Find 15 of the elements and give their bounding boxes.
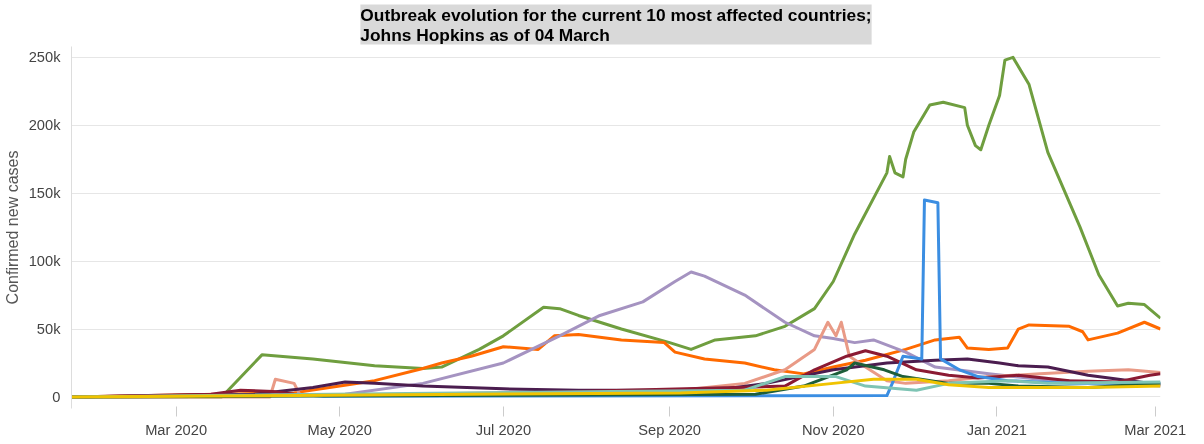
x-tick-label: Jan 2021 — [966, 421, 1028, 438]
x-tick-label: Mar 2021 — [1124, 421, 1187, 438]
x-tick-label: May 2020 — [307, 421, 372, 438]
y-axis-title: Confirmed new cases — [3, 150, 21, 305]
y-tick-label: 250k — [28, 49, 62, 66]
x-tick-label: Jul 2020 — [475, 421, 532, 438]
y-tick-label: 50k — [36, 321, 62, 338]
y-tick-label: 0 — [52, 388, 61, 405]
y-tick-label: 100k — [28, 253, 62, 270]
chart-title: Outbreak evolution for the current 10 most affected countries; Johns Hopkins as of 04 March — [360, 4, 872, 45]
x-tick-label: Mar 2020 — [145, 421, 208, 438]
x-tick-label: Sep 2020 — [638, 421, 702, 438]
y-tick-label: 150k — [28, 185, 62, 202]
y-tick-label: 200k — [28, 117, 62, 134]
x-tick-label: Nov 2020 — [801, 421, 865, 438]
